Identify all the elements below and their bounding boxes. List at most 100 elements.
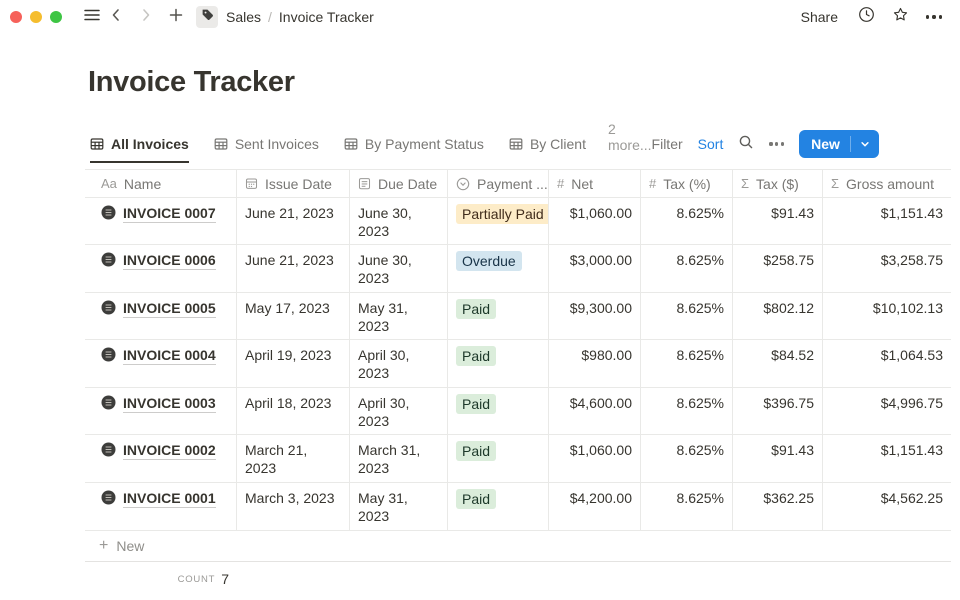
column-header-tax-usd[interactable]: Σ Tax ($)	[733, 170, 823, 197]
cell-payment-status[interactable]: Partially Paid	[448, 198, 549, 244]
cell-tax-usd[interactable]: $802.12	[733, 293, 823, 339]
cell-payment-status[interactable]: Paid	[448, 435, 549, 482]
cell-payment-status[interactable]: Paid	[448, 340, 549, 387]
cell-invoice-name[interactable]: INVOICE 0002	[85, 435, 237, 482]
cell-tax-pct[interactable]: 8.625%	[641, 340, 733, 387]
column-header-issue-date[interactable]: Issue Date	[237, 170, 350, 197]
cell-due-date[interactable]: March 31, 2023	[350, 435, 448, 482]
cell-invoice-name[interactable]: INVOICE 0004	[85, 340, 237, 387]
cell-tax-pct[interactable]: 8.625%	[641, 483, 733, 530]
page-icon-chip[interactable]	[196, 6, 218, 28]
sort-button[interactable]: Sort	[697, 136, 724, 152]
cell-payment-status[interactable]: Paid	[448, 293, 549, 339]
column-header-payment-status[interactable]: Payment ...	[448, 170, 549, 197]
cell-invoice-name[interactable]: INVOICE 0003	[85, 388, 237, 434]
cell-payment-status[interactable]: Paid	[448, 388, 549, 434]
cell-invoice-name[interactable]: INVOICE 0006	[85, 245, 237, 292]
new-entry-label: New	[811, 136, 840, 152]
view-options-button[interactable]	[769, 142, 785, 146]
favorite-button[interactable]	[888, 5, 912, 29]
cell-net[interactable]: $1,060.00	[549, 435, 641, 482]
invoice-link[interactable]: INVOICE 0004	[123, 347, 216, 365]
cell-tax-usd[interactable]: $84.52	[733, 340, 823, 387]
cell-invoice-name[interactable]: INVOICE 0007	[85, 198, 237, 244]
minimize-window-button[interactable]	[30, 11, 42, 23]
cell-gross[interactable]: $4,562.25	[880, 490, 943, 506]
page-title[interactable]: Invoice Tracker	[88, 66, 295, 98]
forward-button[interactable]	[134, 5, 158, 29]
invoice-link[interactable]: INVOICE 0003	[123, 395, 216, 413]
cell-tax-usd[interactable]: $362.25	[733, 483, 823, 530]
updates-button[interactable]	[854, 5, 878, 29]
add-row-button[interactable]: + New	[85, 531, 951, 562]
cell-net[interactable]: $3,000.00	[549, 245, 641, 292]
cell-due-date[interactable]: June 30, 2023	[350, 245, 448, 292]
tab-sent-invoices[interactable]: Sent Invoices	[214, 136, 319, 163]
invoice-link[interactable]: INVOICE 0002	[123, 442, 216, 460]
column-header-name[interactable]: Aa Name	[85, 170, 237, 197]
column-header-gross-amount[interactable]: Σ Gross amount	[823, 170, 951, 197]
cell-invoice-name[interactable]: INVOICE 0001	[85, 483, 237, 530]
cell-net[interactable]: $1,060.00	[549, 198, 641, 244]
cell-gross[interactable]: $1,151.43	[880, 205, 943, 221]
cell-net[interactable]: $9,300.00	[549, 293, 641, 339]
cell-tax-pct[interactable]: 8.625%	[641, 293, 733, 339]
invoice-link[interactable]: INVOICE 0005	[123, 300, 216, 318]
cell-payment-status[interactable]: Overdue	[448, 245, 549, 292]
cell-issue-date[interactable]: April 19, 2023	[237, 340, 350, 387]
cell-payment-status[interactable]: Paid	[448, 483, 549, 530]
tab-by-client[interactable]: By Client	[509, 136, 586, 163]
breadcrumb-section[interactable]: Sales	[226, 9, 262, 25]
cell-due-date[interactable]: May 31, 2023	[350, 483, 448, 530]
cell-net[interactable]: $4,200.00	[549, 483, 641, 530]
column-header-tax-pct[interactable]: # Tax (%)	[641, 170, 733, 197]
count-calculation[interactable]: COUNT 7	[85, 562, 237, 596]
close-window-button[interactable]	[10, 11, 22, 23]
column-header-net[interactable]: # Net	[549, 170, 641, 197]
new-entry-dropdown[interactable]	[851, 136, 879, 152]
search-button[interactable]	[738, 134, 754, 155]
cell-net[interactable]: $4,600.00	[549, 388, 641, 434]
more-options-button[interactable]	[922, 5, 946, 29]
new-page-button[interactable]	[164, 5, 188, 29]
cell-net[interactable]: $980.00	[549, 340, 641, 387]
tab-by-payment-status[interactable]: By Payment Status	[344, 136, 484, 163]
cell-tax-pct[interactable]: 8.625%	[641, 435, 733, 482]
cell-tax-pct[interactable]: 8.625%	[641, 198, 733, 244]
sidebar-menu-button[interactable]	[80, 5, 104, 29]
cell-due-date[interactable]: April 30, 2023	[350, 388, 448, 434]
column-header-due-date[interactable]: Payment ... Due Date	[350, 170, 448, 197]
more-views-link[interactable]: 2 more...	[607, 121, 652, 153]
cell-tax-pct[interactable]: 8.625%	[641, 245, 733, 292]
invoice-link[interactable]: INVOICE 0007	[123, 205, 216, 223]
cell-issue-date[interactable]: April 18, 2023	[237, 388, 350, 434]
zoom-window-button[interactable]	[50, 11, 62, 23]
tab-all-invoices[interactable]: All Invoices	[90, 136, 189, 163]
share-button[interactable]: Share	[800, 9, 838, 25]
cell-gross[interactable]: $3,258.75	[880, 252, 943, 268]
cell-gross[interactable]: $4,996.75	[880, 395, 943, 411]
invoice-link[interactable]: INVOICE 0006	[123, 252, 216, 270]
cell-invoice-name[interactable]: INVOICE 0005	[85, 293, 237, 339]
cell-tax-usd[interactable]: $91.43	[733, 198, 823, 244]
cell-gross[interactable]: $1,064.53	[880, 347, 943, 363]
cell-tax-usd[interactable]: $396.75	[733, 388, 823, 434]
cell-issue-date[interactable]: March 21, 2023	[237, 435, 350, 482]
cell-due-date[interactable]: June 30, 2023	[350, 198, 448, 244]
invoice-link[interactable]: INVOICE 0001	[123, 490, 216, 508]
filter-button[interactable]: Filter	[651, 136, 683, 152]
back-button[interactable]	[104, 5, 128, 29]
cell-due-date[interactable]: April 30, 2023	[350, 340, 448, 387]
cell-gross[interactable]: $10,102.13	[872, 300, 943, 316]
cell-tax-usd[interactable]: $258.75	[733, 245, 823, 292]
cell-issue-date[interactable]: June 21, 2023	[237, 198, 350, 244]
cell-issue-date[interactable]: June 21, 2023	[237, 245, 350, 292]
cell-gross[interactable]: $1,151.43	[880, 442, 943, 458]
cell-issue-date[interactable]: May 17, 2023	[237, 293, 350, 339]
new-entry-button[interactable]: New	[799, 130, 879, 158]
breadcrumb-page[interactable]: Invoice Tracker	[278, 9, 374, 25]
cell-tax-pct[interactable]: 8.625%	[641, 388, 733, 434]
cell-tax-usd[interactable]: $91.43	[733, 435, 823, 482]
cell-issue-date[interactable]: March 3, 2023	[237, 483, 350, 530]
cell-due-date[interactable]: May 31, 2023	[350, 293, 448, 339]
